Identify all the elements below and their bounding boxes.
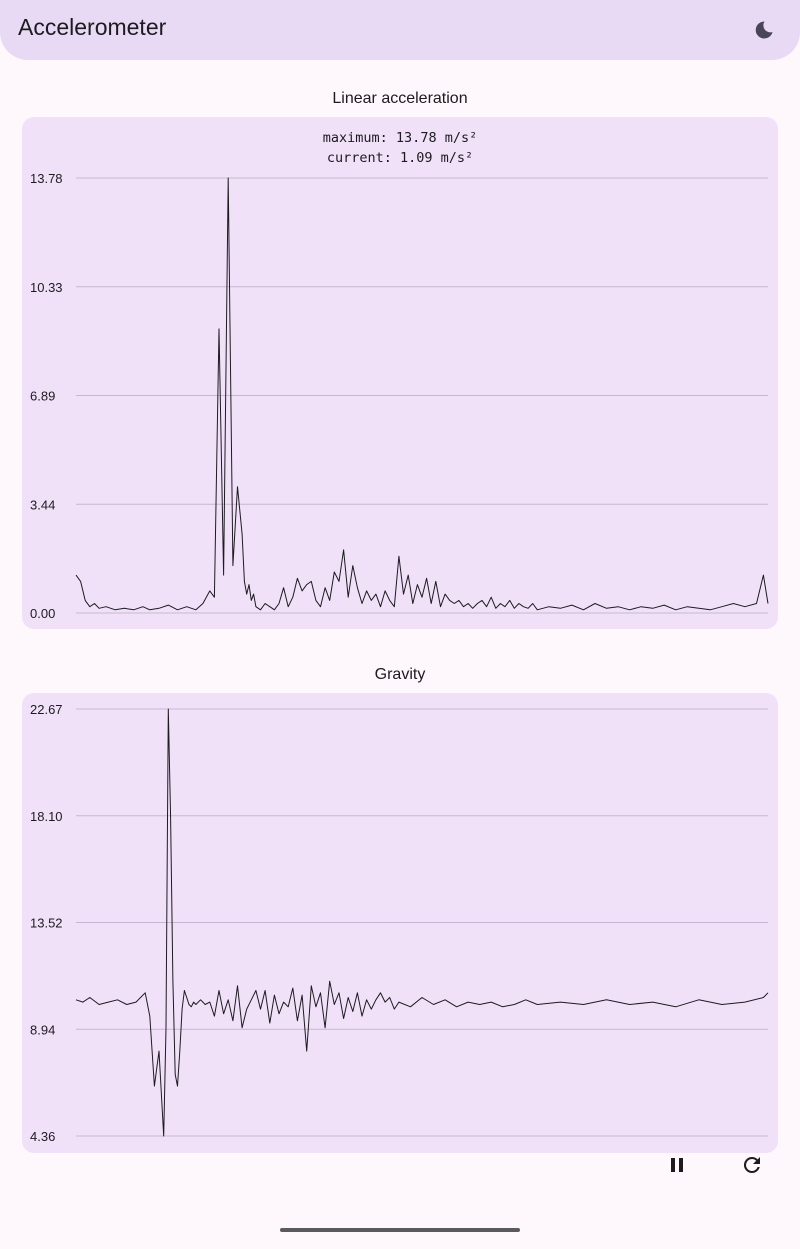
y-tick-label: 6.89: [30, 389, 55, 404]
gravity-chart: 4.36 8.94 13.52 18.10 22.67: [30, 702, 769, 1144]
y-tick-label: 10.33: [30, 280, 63, 295]
linear-acceleration-title: Linear acceleration: [332, 90, 468, 107]
y-tick-label: 8.94: [30, 1022, 55, 1037]
theme-toggle-button[interactable]: [744, 10, 784, 50]
pause-icon: [671, 1158, 683, 1172]
y-tick-label: 18.10: [30, 809, 63, 824]
linear-acceleration-chart: 0.00 3.44 6.89 10.33 13.78: [30, 171, 769, 621]
series-line: [75, 177, 769, 611]
linear-max-text: maximum: 13.78 m/s²: [322, 130, 478, 146]
series-line: [75, 708, 769, 1137]
moon-icon: [755, 21, 773, 39]
linear-current-text: current: 1.09 m/s²: [326, 150, 474, 166]
app-bar: Accelerometer: [0, 0, 800, 60]
linear-chart-card: [22, 117, 778, 629]
y-tick-label: 4.36: [30, 1129, 55, 1144]
y-tick-label: 22.67: [30, 702, 63, 717]
app-title: Accelerometer: [18, 14, 167, 40]
y-tick-label: 0.00: [30, 606, 55, 621]
reset-button[interactable]: [732, 1145, 772, 1185]
gravity-title: Gravity: [374, 666, 426, 683]
y-tick-label: 3.44: [30, 497, 55, 512]
home-indicator[interactable]: [280, 1228, 520, 1232]
y-tick-label: 13.78: [30, 171, 63, 186]
refresh-icon: [743, 1157, 760, 1173]
y-tick-label: 13.52: [30, 916, 63, 931]
pause-button[interactable]: [657, 1145, 697, 1185]
